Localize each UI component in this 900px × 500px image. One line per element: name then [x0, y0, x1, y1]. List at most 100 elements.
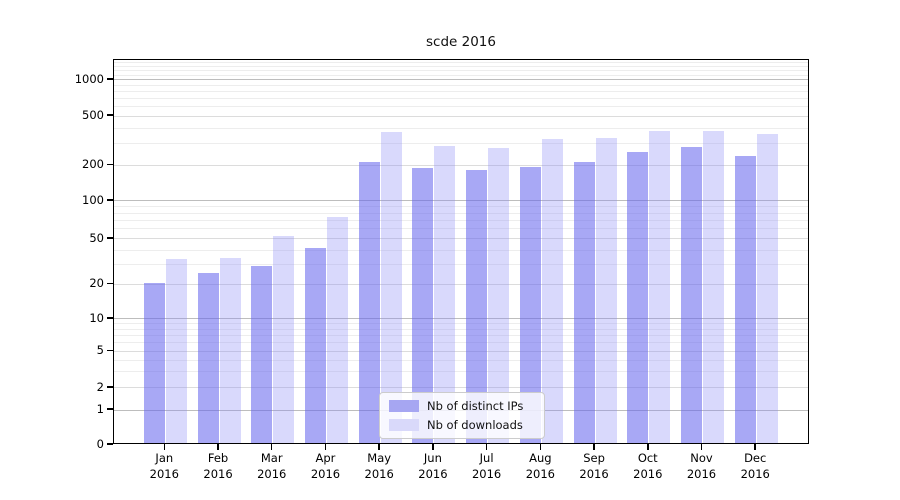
minor-gridline [114, 263, 808, 265]
y-tick-label: 5 [96, 343, 104, 358]
x-tick-label: Jun 2016 [418, 451, 448, 481]
y-tick-label: 100 [82, 192, 104, 207]
y-tick [107, 349, 113, 352]
y-tick-label: 500 [82, 108, 104, 123]
x-tick-label: Dec 2016 [740, 451, 770, 481]
x-tick [163, 444, 166, 450]
y-tick [107, 386, 113, 388]
x-tick [485, 444, 488, 450]
y-tick-label: 1000 [74, 71, 104, 86]
x-tick-label: Aug 2016 [525, 451, 555, 481]
y-tick-label: 10 [89, 310, 104, 325]
x-tick-label: May 2016 [364, 451, 394, 481]
bar-distinct-ips-oct [627, 151, 649, 443]
bar-distinct-ips-dec [734, 155, 756, 443]
major-gridline [114, 79, 808, 81]
minor-gridline [114, 371, 808, 373]
minor-gridline [114, 61, 808, 63]
bar-downloads-mar [273, 235, 295, 443]
minor-gridline [114, 65, 808, 67]
bar-distinct-ips-mar [251, 265, 273, 443]
bar-downloads-may [380, 132, 402, 443]
minor-gridline [114, 206, 808, 208]
x-tick [378, 444, 380, 450]
legend-item-downloads: Nb of downloads [389, 418, 535, 432]
legend-item-distinct-ips: Nb of distinct IPs [389, 399, 535, 413]
bar-distinct-ips-aug [519, 167, 541, 443]
minor-gridline [114, 387, 808, 389]
x-tick-label: Mar 2016 [257, 451, 287, 481]
y-tick-label: 200 [82, 157, 104, 172]
minor-gridline [114, 143, 808, 145]
legend-swatch [389, 400, 419, 412]
x-tick [270, 444, 273, 450]
bar-downloads-jan [165, 259, 187, 443]
minor-gridline [114, 328, 808, 330]
minor-gridline [114, 220, 808, 222]
x-tick-label: Apr 2016 [310, 451, 341, 481]
y-tick-label: 50 [89, 230, 104, 245]
bar-downloads-feb [219, 257, 241, 443]
minor-gridline [114, 335, 808, 337]
minor-gridline [114, 238, 808, 240]
x-tick [700, 444, 703, 450]
x-tick-label: Nov 2016 [686, 451, 717, 481]
bar-distinct-ips-jul [466, 170, 488, 443]
bar-distinct-ips-jun [412, 167, 434, 443]
bar-downloads-dec [756, 134, 778, 443]
bar-distinct-ips-feb [197, 273, 219, 443]
x-tick [217, 444, 219, 450]
minor-gridline [114, 359, 808, 361]
x-tick [539, 444, 542, 450]
minor-gridline [114, 212, 808, 214]
y-tick [107, 78, 113, 80]
minor-gridline [114, 342, 808, 344]
x-tick-label: Feb 2016 [203, 451, 233, 481]
minor-gridline [114, 323, 808, 325]
minor-gridline [114, 228, 808, 230]
y-tick [107, 199, 113, 201]
bar-downloads-oct [649, 131, 671, 443]
bar-downloads-apr [326, 217, 348, 443]
bar-downloads-jun [434, 146, 456, 443]
bar-distinct-ips-may [358, 161, 380, 443]
chart-title: scde 2016 [426, 34, 496, 50]
y-tick-label: 1 [96, 402, 104, 416]
bar-downloads-nov [703, 130, 724, 443]
bar-downloads-aug [541, 138, 563, 443]
minor-gridline [114, 84, 808, 86]
x-tick-label: Jan 2016 [149, 451, 179, 481]
x-tick-label: Oct 2016 [633, 451, 663, 481]
minor-gridline [114, 127, 808, 129]
y-tick [107, 443, 113, 445]
minor-gridline [114, 98, 808, 100]
minor-gridline [114, 115, 808, 117]
minor-gridline [114, 164, 808, 166]
legend-label: Nb of distinct IPs [427, 399, 524, 413]
minor-gridline [114, 283, 808, 285]
bar-distinct-ips-sep [573, 161, 595, 443]
minor-gridline [114, 70, 808, 71]
x-tick [432, 444, 434, 450]
minor-gridline [114, 350, 808, 352]
x-tick [593, 444, 595, 450]
minor-gridline [114, 91, 808, 93]
bar-distinct-ips-apr [304, 248, 326, 443]
minor-gridline [114, 249, 808, 251]
x-tick-label: Sep 2016 [579, 451, 609, 481]
bar-downloads-jul [488, 147, 510, 443]
y-tick-label: 20 [89, 276, 104, 291]
y-tick [107, 317, 113, 319]
plot-area [113, 59, 809, 444]
y-tick [107, 237, 113, 239]
x-tick [324, 444, 327, 450]
y-tick [107, 163, 113, 166]
y-tick [107, 282, 113, 285]
x-tick [754, 444, 756, 450]
legend: Nb of distinct IPs Nb of downloads [379, 392, 545, 439]
bar-distinct-ips-jan [143, 282, 165, 443]
minor-gridline [114, 74, 808, 76]
y-tick-label: 0 [96, 437, 104, 451]
major-gridline [114, 318, 808, 320]
